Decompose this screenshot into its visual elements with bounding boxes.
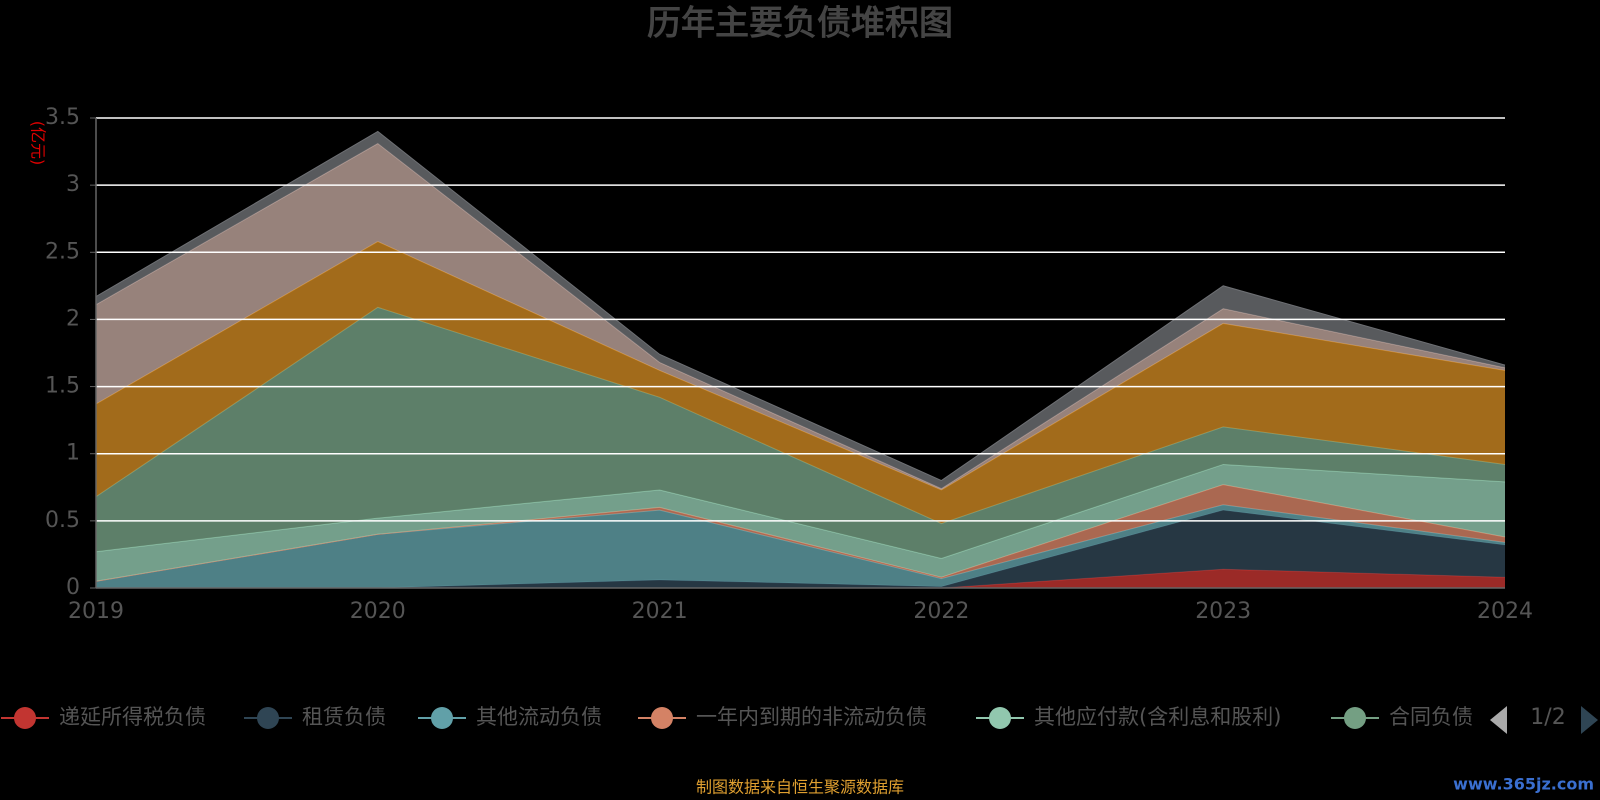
y-tick-label: 0 bbox=[66, 575, 80, 600]
legend-prev[interactable] bbox=[1490, 706, 1507, 734]
legend-marker bbox=[14, 707, 36, 729]
area bbox=[96, 241, 1505, 524]
y-tick-label: 1 bbox=[66, 441, 80, 466]
y-tick-label: 0.5 bbox=[45, 508, 80, 533]
y-tick-label: 2.5 bbox=[45, 239, 80, 264]
y-tick-label: 3 bbox=[66, 172, 80, 197]
x-tick-label: 2022 bbox=[913, 599, 969, 624]
legend-marker bbox=[431, 707, 453, 729]
legend-marker bbox=[989, 707, 1011, 729]
y-tick-label: 1.5 bbox=[45, 374, 80, 399]
legend-label: 其他流动负债 bbox=[476, 705, 602, 729]
area bbox=[96, 484, 1505, 582]
legend-marker bbox=[257, 707, 279, 729]
x-tick-label: 2023 bbox=[1195, 599, 1251, 624]
legend-page: 1/2 bbox=[1530, 705, 1565, 730]
legend-marker bbox=[651, 707, 673, 729]
legend-label: 其他应付款(含利息和股利) bbox=[1034, 705, 1281, 729]
legend-label: 递延所得税负债 bbox=[59, 705, 206, 729]
y-unit: (亿元) bbox=[29, 121, 48, 166]
area bbox=[96, 307, 1505, 559]
area bbox=[96, 464, 1505, 582]
legend: 递延所得税负债 租赁负债 其他流动负债 一年内到期的非流动负债 其他应付款(含利息和股利… bbox=[1, 705, 1473, 729]
x-tick-label: 2021 bbox=[632, 599, 688, 624]
plot-area: 0 0.5 1 1.5 2 2.5 3 3.5 2019 2020 2021 2022 2023 2024 bbox=[45, 105, 1533, 624]
legend-label: 合同负债 bbox=[1389, 705, 1473, 729]
legend-marker bbox=[1344, 707, 1366, 729]
legend-label: 租赁负债 bbox=[302, 705, 386, 729]
x-tick-label: 2024 bbox=[1477, 599, 1533, 624]
area bbox=[96, 143, 1505, 490]
y-tick-label: 2 bbox=[66, 306, 80, 331]
x-tick-label: 2020 bbox=[350, 599, 406, 624]
y-tick-label: 3.5 bbox=[45, 105, 80, 130]
watermark: www.365jz.com bbox=[1453, 775, 1594, 794]
chart-title: 历年主要负债堆积图 bbox=[647, 4, 953, 44]
area-line bbox=[95, 130, 1506, 482]
source-note: 制图数据来自恒生聚源数据库 bbox=[696, 778, 904, 797]
legend-next[interactable] bbox=[1581, 706, 1598, 734]
legend-label: 一年内到期的非流动负债 bbox=[696, 705, 927, 729]
area bbox=[96, 504, 1505, 588]
x-tick-label: 2019 bbox=[68, 599, 124, 624]
